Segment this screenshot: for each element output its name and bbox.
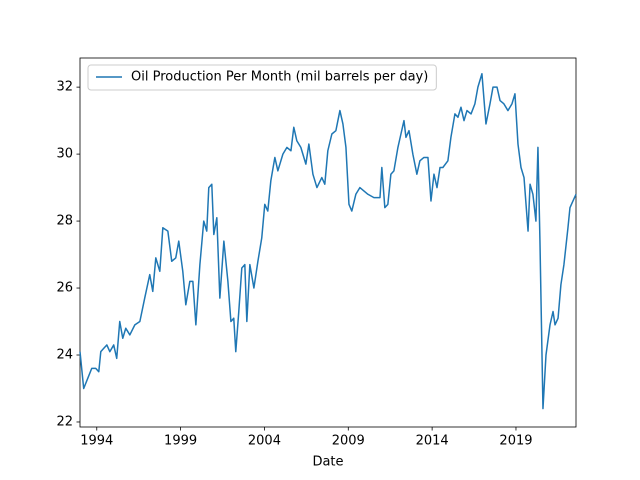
y-tick-label: 26 (56, 281, 73, 296)
axes-frame (79, 57, 577, 428)
y-tick-label: 22 (56, 414, 73, 429)
x-tick-label: 1994 (80, 434, 113, 449)
data-line (79, 72, 577, 410)
x-axis-label: Date (312, 455, 343, 470)
x-tick-label: 2004 (248, 434, 281, 449)
x-tick-label: 2009 (332, 434, 365, 449)
y-tick-label: 30 (56, 147, 73, 162)
x-tick-label: 2019 (499, 434, 532, 449)
y-tick-label: 32 (56, 80, 73, 95)
x-tick-label: 1999 (164, 434, 197, 449)
x-tick-label: 2014 (416, 434, 449, 449)
y-tick-label: 24 (56, 348, 73, 363)
y-tick-label: 28 (56, 214, 73, 229)
legend-label: Oil Production Per Month (mil barrels pe… (131, 70, 428, 85)
legend-box (87, 64, 437, 91)
